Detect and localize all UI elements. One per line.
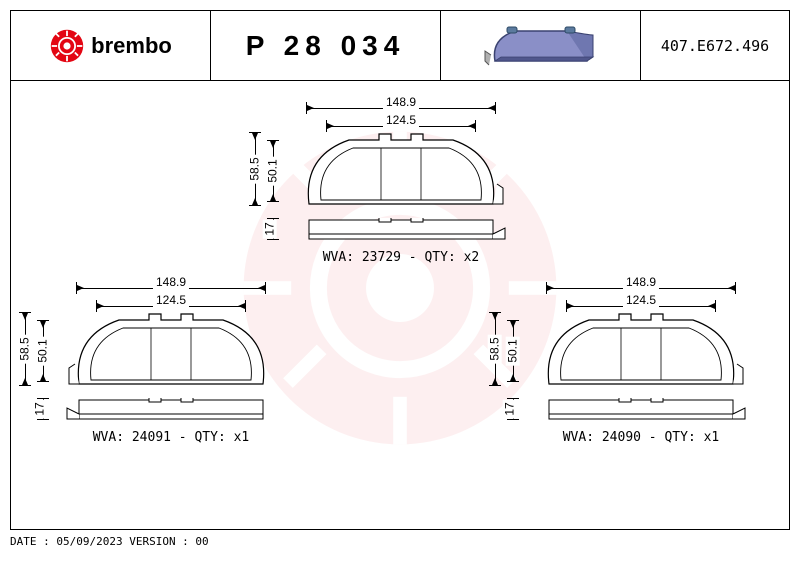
- brand-name: brembo: [91, 33, 172, 59]
- pad-side-view: 17: [51, 398, 291, 422]
- part-number: P 28 034: [246, 30, 406, 62]
- pad-caption: WVA: 23729 - QTY: x2: [281, 250, 521, 265]
- dim-value: 58.5: [18, 334, 32, 363]
- pad-front-view: 58.5 50.1: [281, 132, 521, 208]
- dim-height-outer: 58.5: [483, 312, 501, 386]
- brembo-logo-icon: [49, 28, 85, 64]
- part-number-cell: P 28 034: [211, 11, 441, 80]
- dim-value: 148.9: [623, 275, 659, 289]
- dim-width-inner: 124.5: [281, 114, 521, 132]
- pad-drawing-top: 148.9 124.5 58.5 50.1: [281, 96, 521, 265]
- pad-side-view: 17: [281, 218, 521, 242]
- dim-value: 148.9: [383, 95, 419, 109]
- footer-text: DATE : 05/09/2023 VERSION : 00: [10, 535, 209, 548]
- dim-height-inner: 50.1: [31, 320, 49, 382]
- logo-cell: brembo: [11, 11, 211, 80]
- dim-height-inner: 50.1: [501, 320, 519, 382]
- pad-caption: WVA: 24091 - QTY: x1: [51, 430, 291, 445]
- dim-thickness: 17: [501, 398, 519, 420]
- product-render-cell: [441, 11, 641, 80]
- reference-code: 407.E672.496: [661, 37, 769, 55]
- reference-code-cell: 407.E672.496: [641, 11, 789, 80]
- drawings-area: 148.9 124.5 58.5 50.1: [11, 81, 789, 529]
- dim-value: 17: [33, 399, 47, 418]
- dim-value: 50.1: [266, 156, 280, 185]
- header-row: brembo P 28 034 407.E672.496: [11, 11, 789, 81]
- dim-width-outer: 148.9: [51, 276, 291, 294]
- dim-value: 50.1: [506, 336, 520, 365]
- dim-width-inner: 124.5: [51, 294, 291, 312]
- dim-value: 58.5: [488, 334, 502, 363]
- dim-value: 50.1: [36, 336, 50, 365]
- dim-value: 148.9: [153, 275, 189, 289]
- dim-value: 124.5: [383, 113, 419, 127]
- dim-value: 124.5: [623, 293, 659, 307]
- drawing-sheet: brembo P 28 034 407.E672.496: [10, 10, 790, 530]
- dim-value: 58.5: [248, 154, 262, 183]
- dim-value: 17: [263, 219, 277, 238]
- pad-caption: WVA: 24090 - QTY: x1: [521, 430, 761, 445]
- brake-pad-render-icon: [481, 21, 601, 71]
- dim-width-outer: 148.9: [521, 276, 761, 294]
- pad-front-view: 58.5 50.1: [51, 312, 291, 388]
- dim-thickness: 17: [31, 398, 49, 420]
- dim-thickness: 17: [261, 218, 279, 240]
- dim-height-inner: 50.1: [261, 140, 279, 202]
- dim-height-outer: 58.5: [13, 312, 31, 386]
- pad-side-view: 17: [521, 398, 761, 422]
- pad-front-view: 58.5 50.1: [521, 312, 761, 388]
- dim-value: 124.5: [153, 293, 189, 307]
- dim-width-inner: 124.5: [521, 294, 761, 312]
- pad-drawing-right: 148.9 124.5 58.5 50.1: [521, 276, 761, 445]
- pad-drawing-left: 148.9 124.5 58.5 50.1: [51, 276, 291, 445]
- dim-width-outer: 148.9: [281, 96, 521, 114]
- dim-height-outer: 58.5: [243, 132, 261, 206]
- dim-value: 17: [503, 399, 517, 418]
